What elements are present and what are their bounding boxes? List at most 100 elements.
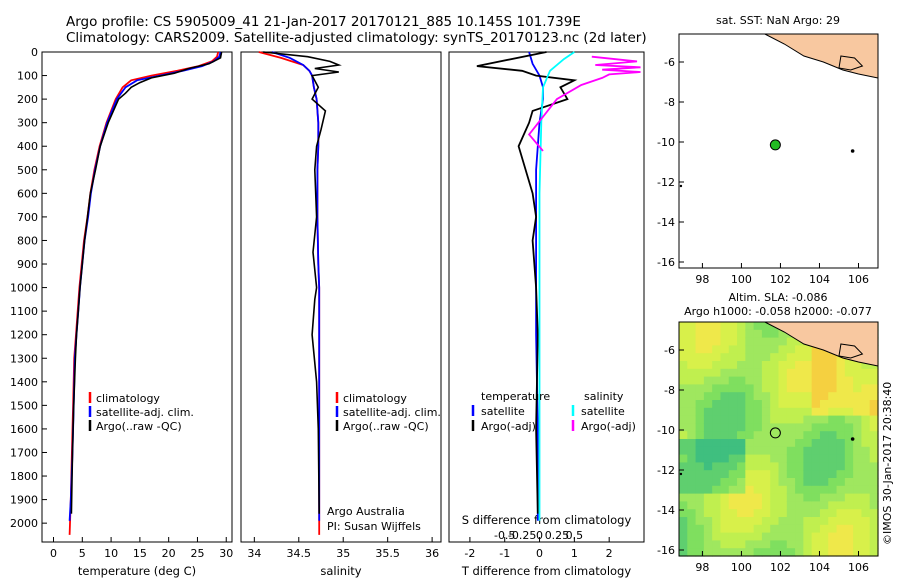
sla-cell bbox=[861, 407, 871, 417]
sla-cell bbox=[778, 361, 788, 370]
sla-cell bbox=[811, 446, 821, 456]
sla-cell bbox=[745, 454, 755, 463]
sla-cell bbox=[753, 540, 763, 549]
sla-cell bbox=[811, 478, 821, 487]
sla-cell bbox=[819, 384, 829, 393]
sla-cell bbox=[703, 485, 713, 495]
sla-cell bbox=[869, 470, 879, 479]
sla-cell bbox=[687, 407, 697, 417]
sla-cell bbox=[828, 470, 838, 479]
sla-cell bbox=[761, 470, 771, 479]
land-island-sst bbox=[838, 55, 864, 71]
xtick-label: 5 bbox=[79, 547, 86, 560]
xtick-label: -2 bbox=[464, 547, 475, 560]
legend-header-salinity: salinity bbox=[584, 390, 624, 403]
sla-cell bbox=[761, 400, 771, 409]
sla-cell bbox=[753, 400, 763, 409]
sla-cell bbox=[795, 423, 804, 432]
sla-cell bbox=[869, 485, 879, 495]
sla-cell bbox=[703, 454, 713, 463]
sla-cell bbox=[770, 431, 780, 440]
sla-cell bbox=[828, 384, 838, 393]
sla-cell bbox=[679, 337, 688, 346]
sla-cell bbox=[853, 376, 863, 385]
series-line-salinity-0 bbox=[258, 51, 321, 535]
sla-cell bbox=[844, 493, 854, 502]
sla-cell bbox=[861, 392, 871, 401]
sla-cell bbox=[795, 524, 804, 534]
sla-cell bbox=[803, 345, 813, 354]
sla-cell bbox=[819, 548, 829, 557]
sla-cell bbox=[761, 329, 771, 339]
sla-cell bbox=[737, 376, 746, 385]
sla-cell bbox=[803, 462, 813, 471]
sla-cell bbox=[745, 478, 755, 487]
sla-cell bbox=[786, 400, 796, 409]
sla-cell bbox=[786, 548, 796, 557]
sla-cell bbox=[803, 478, 813, 487]
sla-cell bbox=[745, 322, 755, 331]
sla-cell bbox=[737, 415, 746, 424]
sla-cell bbox=[703, 548, 713, 557]
sla-cell bbox=[728, 368, 738, 378]
sla-cell bbox=[853, 415, 863, 424]
sla-cell bbox=[761, 446, 771, 456]
sla-cell bbox=[687, 423, 697, 432]
sla-cell bbox=[770, 439, 780, 448]
xtick-label: 1 bbox=[571, 547, 578, 560]
xtick-label: 20 bbox=[162, 547, 176, 560]
sla-cell bbox=[811, 493, 821, 502]
xtick2-label: 0 bbox=[536, 529, 543, 542]
sla-cell bbox=[720, 384, 730, 393]
sla-cell bbox=[679, 353, 688, 362]
sla-cell bbox=[819, 431, 829, 440]
xtick-label: 10 bbox=[104, 547, 118, 560]
plot-frame-salinity bbox=[240, 51, 442, 543]
sla-cell bbox=[703, 540, 713, 549]
sla-cell bbox=[869, 532, 879, 541]
sla-cell bbox=[761, 439, 771, 448]
sla-cell bbox=[811, 532, 821, 541]
sla-cell bbox=[861, 470, 871, 479]
sla-cell bbox=[819, 509, 829, 518]
sla-cell bbox=[869, 454, 879, 463]
sla-cell bbox=[836, 368, 846, 378]
sla-cell bbox=[703, 400, 713, 409]
sla-cell bbox=[844, 400, 854, 409]
sla-cell bbox=[712, 446, 722, 456]
ytick-label: 0 bbox=[31, 46, 38, 59]
sla-cell bbox=[712, 524, 722, 534]
ytick-label: 900 bbox=[17, 258, 38, 271]
sla-cell bbox=[753, 493, 763, 502]
xtick-label: 0 bbox=[536, 547, 543, 560]
sla-cell bbox=[803, 509, 813, 518]
sla-cell bbox=[836, 548, 846, 557]
map-ytick-label: -14 bbox=[657, 216, 675, 229]
sla-cell bbox=[803, 524, 813, 534]
sla-cell bbox=[679, 384, 688, 393]
sla-cell bbox=[703, 431, 713, 440]
xtick-label: 34.5 bbox=[287, 547, 312, 560]
sla-cell bbox=[737, 462, 746, 471]
sla-cell bbox=[836, 376, 846, 385]
ytick-label: 700 bbox=[17, 211, 38, 224]
map-xtick-label: 106 bbox=[848, 561, 869, 574]
sla-cell bbox=[728, 501, 738, 510]
sla-cell bbox=[712, 493, 722, 502]
legend-label: satellite bbox=[581, 405, 625, 418]
sla-cell bbox=[811, 415, 821, 424]
legend-label: satellite-adj. clim. bbox=[343, 406, 441, 419]
sla-cell bbox=[869, 493, 879, 502]
sla-cell bbox=[679, 392, 688, 401]
sla-cell bbox=[687, 509, 697, 518]
sla-cell bbox=[753, 462, 763, 471]
sla-cell bbox=[761, 462, 771, 471]
sla-cell bbox=[737, 345, 746, 354]
sla-cell bbox=[761, 431, 771, 440]
sla-cell bbox=[869, 423, 879, 432]
sla-cell bbox=[737, 423, 746, 432]
sla-cell bbox=[844, 446, 854, 456]
sla-cell bbox=[828, 423, 838, 432]
sla-cell bbox=[811, 368, 821, 378]
sla-cell bbox=[770, 361, 780, 370]
